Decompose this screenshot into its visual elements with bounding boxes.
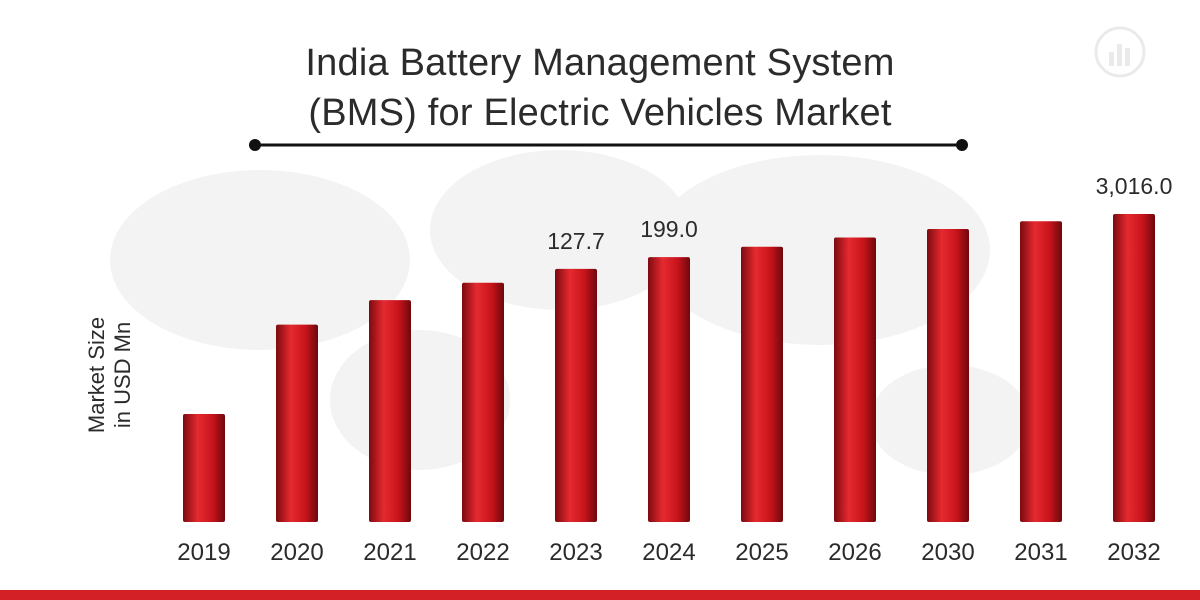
bar-2021 [369,300,411,522]
x-tick-label-2023: 2023 [549,539,602,566]
y-axis-label: Market Size in USD Mn [84,317,135,433]
x-tick-label-2021: 2021 [363,539,416,566]
bar-2020 [276,324,318,522]
x-tick-label-2020: 2020 [270,539,323,566]
x-tick-label-2032: 2032 [1107,539,1160,566]
bar-2031 [1020,221,1062,522]
bar-2025 [741,246,783,522]
logo-watermark-icon [1094,26,1146,78]
bar-2019 [183,414,225,522]
bar-2022 [462,282,504,522]
x-tick-label-2024: 2024 [642,539,695,566]
bar-2023 [555,268,597,522]
data-label-2024: 199.0 [640,216,698,242]
bar-2026 [834,237,876,522]
x-tick-label-2022: 2022 [456,539,509,566]
bar-2030 [927,229,969,522]
data-label-2023: 127.7 [547,228,605,254]
y-axis-label-line-2: in USD Mn [110,322,135,428]
x-tick-label-2026: 2026 [828,539,881,566]
x-tick-label-2025: 2025 [735,539,788,566]
chart-title-line-1: India Battery Management System [305,42,895,84]
bars [183,214,1155,522]
data-label-2032: 3,016.0 [1096,173,1173,199]
x-tick-label-2019: 2019 [177,539,230,566]
chart-title-line-2: (BMS) for Electric Vehicles Market [308,92,892,134]
data-labels: 127.7 199.0 3,016.0 [547,173,1172,254]
bottom-accent-strip [0,590,1200,600]
x-tick-label-2030: 2030 [921,539,974,566]
x-axis-tick-labels: 2019 2020 2021 2022 2023 2024 2025 2026 2030 2031… [177,539,1160,566]
title-underline [249,139,968,151]
bar-2032 [1113,214,1155,522]
x-tick-label-2031: 2031 [1014,539,1067,566]
bar-2024 [648,257,690,522]
y-axis-label-line-1: Market Size [84,317,109,433]
